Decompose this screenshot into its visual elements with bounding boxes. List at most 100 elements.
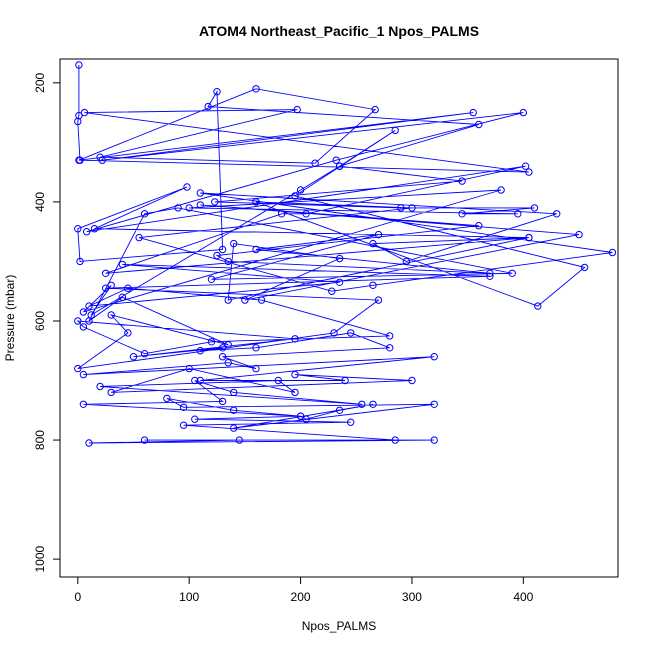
data-point [514, 210, 522, 218]
data-point [302, 210, 310, 218]
data-point [179, 421, 188, 429]
y-tick-label: 600 [33, 311, 47, 331]
data-point [98, 156, 107, 164]
data-point [408, 376, 416, 385]
data-point [196, 347, 205, 355]
data-point [196, 189, 205, 197]
data-point [252, 245, 260, 254]
data-point [277, 210, 286, 218]
data-point [230, 239, 238, 248]
y-axis-label: Pressure (mbar) [3, 275, 17, 362]
data-point [213, 251, 221, 260]
data-point [347, 418, 355, 426]
data-point [302, 415, 310, 423]
data-point [521, 162, 530, 170]
data-point [386, 344, 394, 352]
data-point [118, 293, 127, 301]
data-point [79, 370, 88, 379]
data-point [341, 376, 349, 385]
series-line [76, 65, 613, 444]
data-point [211, 198, 219, 206]
data-point [358, 400, 366, 408]
data-point [140, 436, 149, 444]
data-point [129, 353, 138, 361]
data-point [224, 359, 232, 367]
data-point [475, 222, 483, 230]
data-point [534, 302, 542, 310]
data-point [274, 376, 282, 385]
x-tick-label: 300 [402, 590, 422, 604]
x-axis: 0 100 200 300 400 [74, 576, 534, 604]
data-point [185, 204, 193, 212]
data-point [76, 257, 84, 266]
data-point [218, 344, 227, 352]
data-point [458, 177, 466, 185]
chart-title: ATOM4 Northeast_Pacific_1 Npos_PALMS [199, 23, 479, 39]
data-point [185, 364, 193, 373]
data-point [74, 117, 82, 126]
data-point [85, 439, 93, 447]
x-tick-label: 100 [179, 590, 199, 604]
data-point [371, 105, 379, 114]
data-point [107, 311, 115, 319]
data-point [374, 230, 383, 239]
data-point [174, 204, 182, 212]
data-point [107, 281, 115, 289]
data-point [224, 257, 232, 266]
data-point [207, 275, 216, 283]
data-point [497, 186, 505, 194]
data-point [252, 364, 260, 373]
data-point [83, 228, 91, 236]
data-point [347, 329, 355, 337]
data-point [374, 296, 383, 304]
x-tick-label: 0 [74, 590, 81, 604]
data-point [430, 436, 438, 444]
data-point [608, 248, 617, 257]
data-point [196, 376, 205, 385]
data-point [74, 364, 82, 373]
y-tick-label: 1000 [33, 545, 47, 572]
data-point [118, 260, 127, 269]
x-tick-label: 200 [291, 590, 311, 604]
data-point [163, 394, 171, 403]
data-point [102, 284, 110, 292]
data-point [75, 61, 83, 69]
data-point [335, 254, 344, 263]
data-point [291, 192, 299, 200]
data-point [140, 210, 149, 218]
data-point [469, 108, 477, 117]
data-point [90, 225, 99, 233]
data-point [332, 156, 340, 164]
data-point [204, 102, 212, 111]
data-point [124, 329, 132, 337]
x-tick-label: 400 [513, 590, 533, 604]
y-tick-label: 800 [33, 430, 47, 450]
data-point [124, 284, 132, 292]
data-point [191, 415, 199, 423]
data-point [391, 436, 399, 444]
data-point [230, 424, 238, 432]
data-point [107, 388, 115, 397]
series-points [74, 61, 617, 447]
data-point [519, 108, 527, 117]
data-point [230, 388, 238, 397]
data-point [135, 233, 143, 242]
data-point [79, 308, 88, 316]
y-axis: 200 400 600 800 1000 [33, 72, 61, 572]
data-point [252, 344, 260, 352]
data-point [252, 85, 260, 93]
data-point [458, 210, 466, 218]
data-point [230, 406, 238, 414]
data-point [530, 204, 539, 212]
data-point [475, 120, 483, 129]
data-point [335, 162, 344, 170]
series-lines [76, 65, 613, 444]
data-point [397, 204, 405, 212]
data-point [80, 108, 89, 117]
data-point [369, 239, 377, 248]
data-point [408, 204, 416, 212]
data-point [79, 323, 88, 331]
data-point [580, 263, 589, 272]
